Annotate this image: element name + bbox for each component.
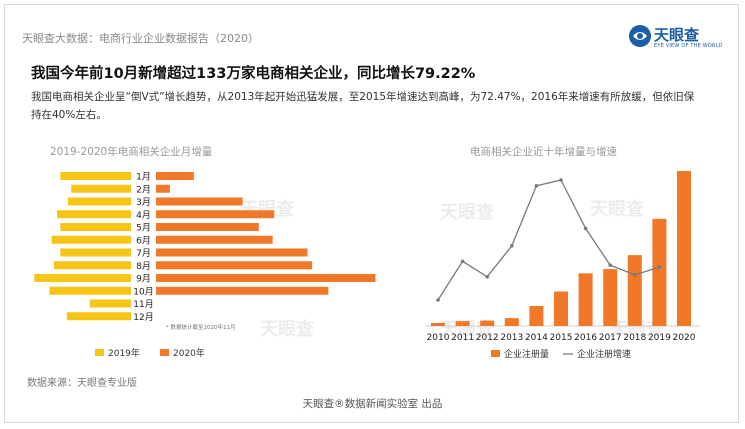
month-label: 11月 xyxy=(133,299,153,310)
growth-rate-point xyxy=(559,178,563,182)
footer-credit: 天眼查®数据新闻实验室 出品 xyxy=(302,398,443,410)
year-tick-label: 2020 xyxy=(673,333,696,343)
year-tick-label: 2012 xyxy=(476,333,499,343)
watermark-text: 天眼查 xyxy=(440,201,494,223)
bar-registrations xyxy=(578,273,593,326)
growth-rate-point xyxy=(583,226,588,231)
bar-2020 xyxy=(156,248,308,257)
month-label: 3月 xyxy=(136,197,151,208)
bar-2020 xyxy=(156,286,329,295)
bar-2020 xyxy=(156,184,170,193)
data-source: 数据来源：天眼查专业版 xyxy=(27,378,137,389)
watermark-text: 天眼查 xyxy=(260,318,314,340)
month-label: 4月 xyxy=(136,210,151,221)
bar-2019 xyxy=(66,312,131,321)
bar-2019 xyxy=(34,274,132,282)
legend-label-2019: 2019年 xyxy=(108,347,140,359)
chart-annotation: * 数据统计截至2020年11月 xyxy=(166,323,236,331)
bar-2020 xyxy=(156,197,243,206)
monthly-chart-title: 2019-2020年电商相关企业月增量 xyxy=(50,146,213,158)
bar-registrations xyxy=(504,318,519,326)
year-tick-label: 2015 xyxy=(550,333,573,343)
year-tick-label: 2017 xyxy=(599,333,622,343)
bar-2020 xyxy=(156,274,376,282)
watermark-text: 天眼查 xyxy=(610,318,664,340)
bar-2019 xyxy=(60,223,131,231)
headline: 我国今年前10月新增超过133万家电商相关企业，同比增长79.22% xyxy=(31,66,476,82)
bar-2019 xyxy=(51,235,131,244)
yearly-chart-title: 电商相关企业近十年增量与增速 xyxy=(470,146,617,158)
growth-rate-point xyxy=(633,273,637,277)
growth-rate-point xyxy=(436,298,440,302)
growth-rate-point xyxy=(485,274,490,279)
month-label: 10月 xyxy=(133,286,153,297)
bar-2020 xyxy=(156,172,194,180)
month-label: 8月 xyxy=(136,261,151,272)
legend-swatch-2020 xyxy=(160,349,169,356)
growth-rate-point xyxy=(608,263,612,267)
description: 我国电商相关企业呈“倒V式”增长趋势，从2013年起开始迅猛发展，至2015年增… xyxy=(31,91,695,121)
bar-2020 xyxy=(156,223,259,231)
month-label: 12月 xyxy=(133,312,153,323)
bar-registrations xyxy=(480,320,495,326)
bar-registrations xyxy=(677,171,691,326)
bar-registrations xyxy=(627,255,642,326)
year-tick-label: 2018 xyxy=(623,333,646,343)
bar-registrations xyxy=(554,291,568,326)
report-header-title: 天眼查大数据：电商行业企业数据报告（2020） xyxy=(22,32,259,45)
month-label: 5月 xyxy=(136,223,151,234)
year-tick-label: 2011 xyxy=(451,333,474,343)
growth-rate-point xyxy=(657,265,662,269)
bar-2019 xyxy=(89,299,131,308)
bar-2019 xyxy=(49,286,132,295)
legend-swatch-registrations xyxy=(491,350,500,357)
logo-name: 天眼查 xyxy=(654,26,700,44)
legend-label-growth: 企业注册增速 xyxy=(577,348,631,360)
month-label: 9月 xyxy=(136,274,151,285)
bar-registrations xyxy=(455,321,470,326)
bar-2019 xyxy=(60,248,131,257)
bar-2020 xyxy=(156,235,273,244)
bar-registrations xyxy=(529,306,544,326)
bar-2019 xyxy=(57,210,131,219)
eye-logo-icon xyxy=(629,25,651,47)
bar-2020 xyxy=(156,210,275,219)
bar-2019 xyxy=(53,261,131,270)
watermark-text: 天眼查 xyxy=(590,198,644,220)
legend-label-registrations: 企业注册量 xyxy=(504,348,549,360)
legend-swatch-2019 xyxy=(95,349,104,356)
growth-rate-point xyxy=(510,244,514,248)
year-tick-label: 2010 xyxy=(427,333,450,343)
brand-logo: 天眼查 EYE VIEW OF THE WORLD xyxy=(628,22,724,50)
bar-2019 xyxy=(60,172,131,180)
month-label: 1月 xyxy=(136,172,151,183)
year-tick-label: 2019 xyxy=(648,333,671,343)
logo-tagline: EYE VIEW OF THE WORLD xyxy=(654,43,723,49)
year-tick-label: 2013 xyxy=(500,333,523,343)
bar-registrations xyxy=(603,269,618,326)
bar-registrations xyxy=(431,322,445,326)
growth-rate-line xyxy=(437,179,660,301)
bar-registrations xyxy=(652,218,667,326)
legend-label-2020: 2020年 xyxy=(173,347,205,359)
month-label: 2月 xyxy=(136,184,151,195)
report-frame xyxy=(4,4,739,423)
month-label: 6月 xyxy=(136,235,151,246)
bar-2019 xyxy=(71,184,131,193)
month-label: 7月 xyxy=(136,248,151,259)
year-tick-label: 2016 xyxy=(574,333,597,343)
bar-2019 xyxy=(67,197,131,206)
year-tick-label: 2014 xyxy=(525,333,548,343)
growth-rate-point xyxy=(460,259,465,264)
growth-rate-point xyxy=(534,184,539,188)
bar-2020 xyxy=(156,261,313,270)
